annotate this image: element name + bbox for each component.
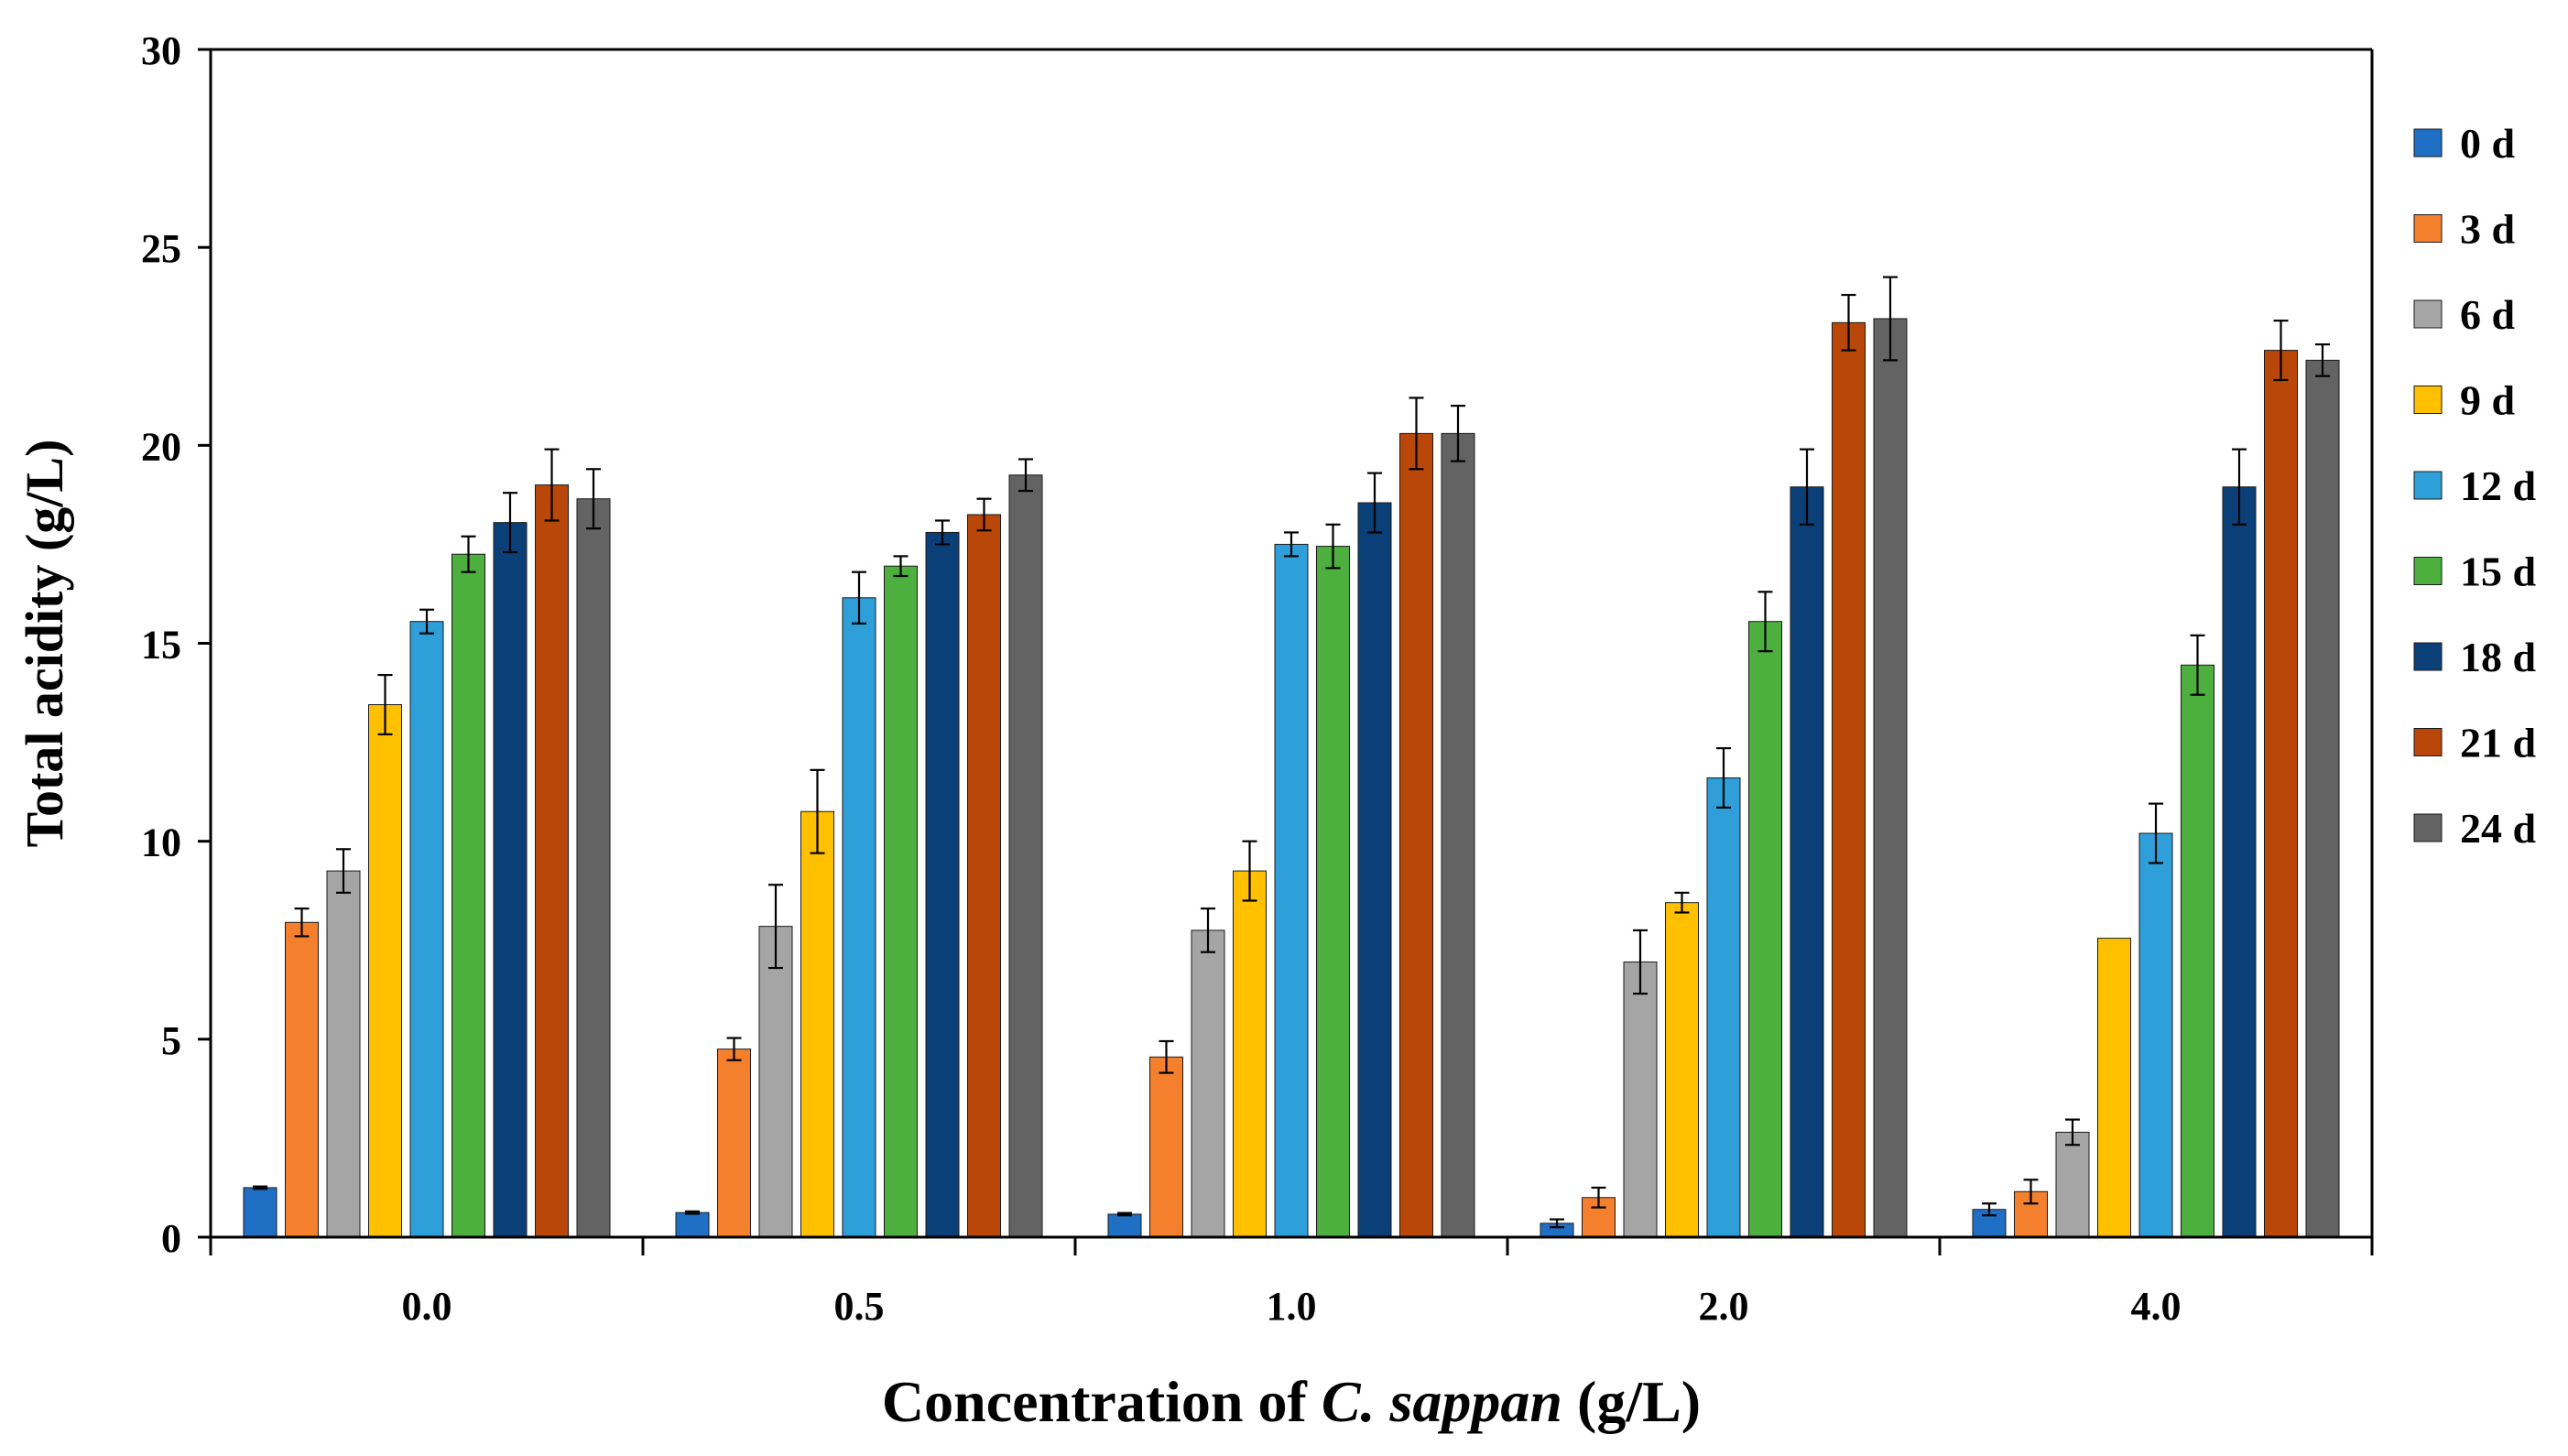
- x-axis-label: Concentration of C. sappan (g/L): [882, 1369, 1701, 1434]
- bar: [576, 498, 611, 1238]
- x-tick-label: 0.5: [834, 1284, 885, 1329]
- legend-label: 24 d: [2460, 805, 2537, 852]
- x-axis-label-suffix: (g/L): [1562, 1369, 1701, 1434]
- y-tick-label: 0: [161, 1216, 181, 1261]
- bar: [493, 522, 528, 1238]
- bars-layer: [243, 276, 2340, 1238]
- bar: [1274, 543, 1309, 1238]
- bar: [1191, 929, 1225, 1238]
- bar: [842, 597, 876, 1238]
- bar: [2264, 350, 2298, 1238]
- x-axis-label-italic: C. sappan: [1322, 1369, 1562, 1434]
- legend-swatch: [2413, 471, 2443, 500]
- legend-swatch: [2413, 128, 2443, 158]
- legend-swatch: [2413, 214, 2443, 243]
- bar: [2181, 664, 2214, 1238]
- x-ticks: 0.0 0.5 1.0 2.0 4.0: [209, 1237, 2374, 1329]
- bar: [535, 484, 569, 1238]
- bar: [326, 870, 361, 1238]
- bar: [1149, 1056, 1183, 1238]
- legend-swatch: [2413, 728, 2443, 756]
- bar: [800, 810, 834, 1238]
- legend-label: 3 d: [2460, 206, 2516, 253]
- bar: [2097, 938, 2131, 1238]
- bar: [1399, 432, 1433, 1238]
- legend-label: 6 d: [2460, 291, 2516, 338]
- bar: [1107, 1213, 1142, 1238]
- bar: [1357, 502, 1392, 1238]
- y-tick-label: 20: [141, 424, 181, 469]
- bar: [1748, 621, 1782, 1238]
- y-tick-label: 30: [141, 28, 181, 73]
- bar: [1441, 432, 1475, 1238]
- bar: [1873, 318, 1908, 1238]
- bar: [758, 926, 793, 1238]
- bar: [1623, 962, 1658, 1238]
- x-tick-label: 1.0: [1267, 1284, 1317, 1329]
- legend-swatch: [2413, 813, 2443, 842]
- bar: [368, 704, 402, 1238]
- y-tick-label: 25: [141, 226, 181, 271]
- bar: [1790, 486, 1824, 1238]
- bar: [1008, 474, 1043, 1238]
- bar: [2222, 486, 2257, 1238]
- legend-label: 18 d: [2460, 634, 2537, 680]
- x-tick-label: 4.0: [2131, 1284, 2182, 1329]
- legend-label: 9 d: [2460, 377, 2516, 424]
- bar: [925, 531, 960, 1238]
- legend-label: 21 d: [2460, 720, 2537, 766]
- bar: [1832, 321, 1866, 1238]
- x-tick-label: 0.0: [402, 1284, 452, 1329]
- bar: [1316, 546, 1350, 1238]
- bar: [2305, 359, 2340, 1238]
- bar: [1233, 870, 1267, 1238]
- legend-swatch: [2413, 299, 2443, 329]
- legend-label: 12 d: [2460, 462, 2537, 509]
- legend-swatch: [2413, 386, 2443, 414]
- x-axis-label-prefix: Concentration of: [882, 1369, 1322, 1434]
- bar: [884, 565, 918, 1238]
- bar: [1665, 902, 1699, 1238]
- bar: [409, 621, 444, 1238]
- x-tick-label: 2.0: [1699, 1284, 1749, 1329]
- y-axis-label: Total acidity (g/L): [15, 440, 74, 848]
- bar: [2055, 1131, 2090, 1238]
- y-tick-label: 5: [161, 1018, 181, 1063]
- legend-swatch: [2413, 642, 2443, 671]
- bar: [675, 1212, 710, 1238]
- bar: [1706, 777, 1741, 1238]
- y-ticks: 0 5 10 15 20 25 30: [141, 28, 211, 1261]
- legend-swatch: [2413, 557, 2443, 585]
- legend: 0 d 3 d 6 d 9 d 12 d 15 d 18 d 21 d 24 d: [2413, 120, 2537, 852]
- bar: [717, 1049, 751, 1238]
- bar: [2138, 832, 2173, 1238]
- bar: [243, 1187, 277, 1238]
- y-tick-label: 10: [141, 820, 181, 865]
- bar: [285, 921, 319, 1238]
- bar: [967, 514, 1001, 1238]
- y-tick-label: 15: [141, 623, 181, 668]
- legend-label: 15 d: [2460, 549, 2537, 595]
- legend-label: 0 d: [2460, 120, 2516, 167]
- bar: [452, 553, 485, 1238]
